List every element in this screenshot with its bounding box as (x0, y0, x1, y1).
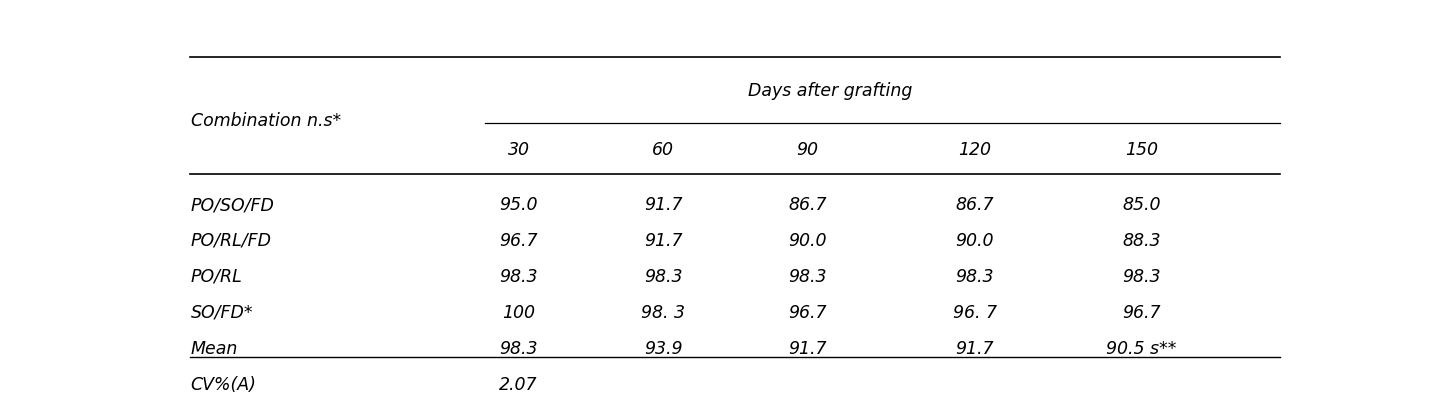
Text: Combination n.s*: Combination n.s* (191, 111, 342, 129)
Text: 91.7: 91.7 (956, 339, 994, 357)
Text: Mean: Mean (191, 339, 238, 357)
Text: 98.3: 98.3 (956, 267, 994, 285)
Text: 30: 30 (508, 141, 530, 159)
Text: 120: 120 (959, 141, 992, 159)
Text: 98.3: 98.3 (1122, 267, 1161, 285)
Text: PO/SO/FD: PO/SO/FD (191, 196, 274, 213)
Text: 2.07: 2.07 (499, 375, 538, 393)
Text: PO/RL: PO/RL (191, 267, 243, 285)
Text: 98.3: 98.3 (499, 267, 538, 285)
Text: PO/RL/FD: PO/RL/FD (191, 231, 271, 249)
Text: 91.7: 91.7 (644, 196, 683, 213)
Text: 85.0: 85.0 (1122, 196, 1161, 213)
Text: 90.5 s**: 90.5 s** (1106, 339, 1177, 357)
Text: Days after grafting: Days after grafting (748, 82, 913, 100)
Text: SO/FD*: SO/FD* (191, 303, 253, 321)
Text: 90: 90 (796, 141, 819, 159)
Text: 93.9: 93.9 (644, 339, 683, 357)
Text: 98. 3: 98. 3 (641, 303, 684, 321)
Text: 98.3: 98.3 (499, 339, 538, 357)
Text: 91.7: 91.7 (644, 231, 683, 249)
Text: 96.7: 96.7 (499, 231, 538, 249)
Text: 95.0: 95.0 (499, 196, 538, 213)
Text: 60: 60 (651, 141, 674, 159)
Text: 90.0: 90.0 (956, 231, 994, 249)
Text: 90.0: 90.0 (788, 231, 827, 249)
Text: 91.7: 91.7 (788, 339, 827, 357)
Text: CV%(A): CV%(A) (191, 375, 257, 393)
Text: 150: 150 (1125, 141, 1158, 159)
Text: 96. 7: 96. 7 (953, 303, 996, 321)
Text: 86.7: 86.7 (956, 196, 994, 213)
Text: 86.7: 86.7 (788, 196, 827, 213)
Text: 98.3: 98.3 (644, 267, 683, 285)
Text: 100: 100 (502, 303, 535, 321)
Text: 96.7: 96.7 (1122, 303, 1161, 321)
Text: 88.3: 88.3 (1122, 231, 1161, 249)
Text: 96.7: 96.7 (788, 303, 827, 321)
Text: 98.3: 98.3 (788, 267, 827, 285)
